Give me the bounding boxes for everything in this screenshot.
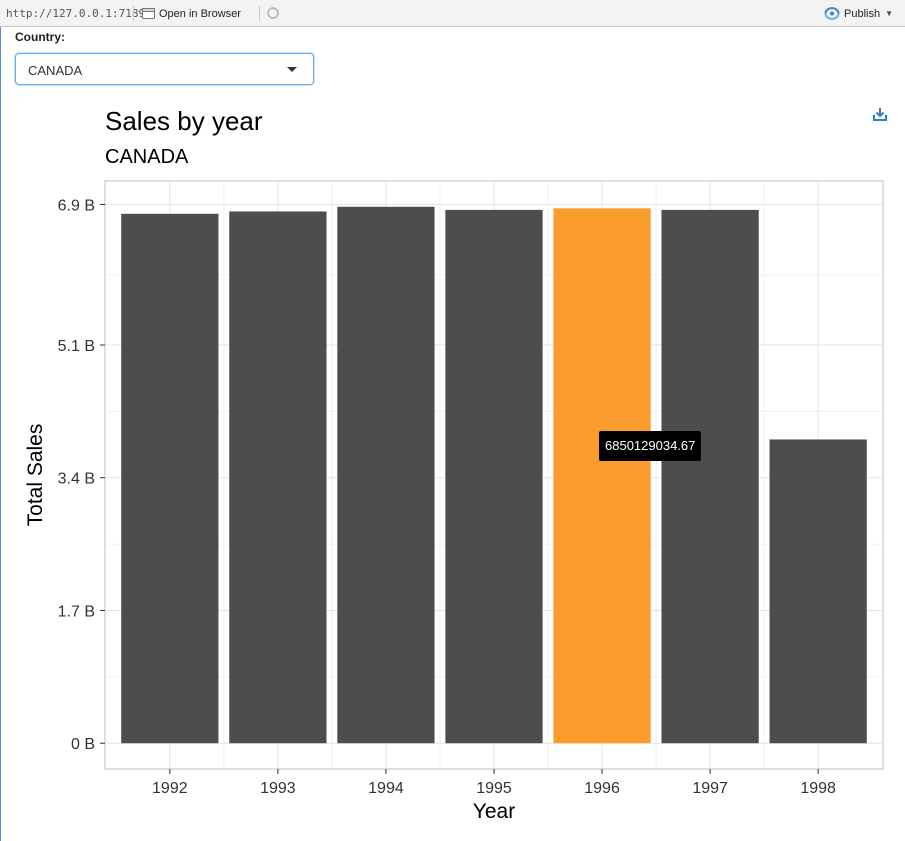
- open-in-browser-label: Open in Browser: [159, 7, 241, 20]
- bar-1994: [337, 206, 435, 744]
- bar-1996: [553, 208, 651, 744]
- bar-1998: [769, 439, 867, 744]
- publish-button[interactable]: Publish ▼: [824, 5, 893, 22]
- y-axis: 0 B 1.7 B 3.4 B 5.1 B 6.9 B: [58, 197, 105, 753]
- publish-dropdown-icon: ▼: [885, 9, 893, 18]
- x-tick-label: 1996: [584, 780, 620, 797]
- x-tick-label: 1993: [260, 780, 296, 797]
- download-plot-button[interactable]: [872, 106, 888, 127]
- publish-icon: [824, 7, 840, 20]
- bar-tooltip: 6850129034.67: [599, 431, 702, 461]
- toolbar-separator: [259, 6, 260, 21]
- refresh-button[interactable]: [266, 6, 280, 25]
- x-tick-label: 1998: [800, 780, 836, 797]
- bar-1997: [661, 209, 759, 744]
- chevron-down-icon: [287, 67, 297, 72]
- y-tick-label: 5.1 B: [58, 338, 95, 355]
- x-tick-label: 1992: [152, 780, 188, 797]
- x-tick-label: 1994: [368, 780, 404, 797]
- x-axis: 1992 1993 1994 1995 1996 1997 1998: [152, 769, 836, 797]
- window-edge: [0, 27, 1, 841]
- y-axis-label: Total Sales: [24, 424, 47, 527]
- bars: [121, 206, 867, 744]
- open-in-browser-icon: [142, 8, 155, 19]
- open-in-browser-button[interactable]: Open in Browser: [142, 5, 241, 22]
- chart-subtitle: CANADA: [105, 146, 189, 168]
- download-icon: [873, 108, 887, 121]
- publish-label: Publish: [844, 7, 881, 20]
- y-tick-label: 3.4 B: [58, 471, 95, 488]
- y-tick-label: 6.9 B: [58, 197, 95, 214]
- bar-1993: [229, 211, 327, 744]
- viewer-toolbar: http://127.0.0.1:7189 Open in Browser Pu…: [0, 0, 905, 27]
- refresh-icon: [267, 7, 279, 19]
- bar-1995: [445, 209, 543, 744]
- y-tick-label: 0 B: [71, 736, 95, 753]
- x-tick-label: 1995: [476, 780, 512, 797]
- chart-title: Sales by year: [105, 106, 263, 136]
- country-label: Country:: [15, 30, 65, 44]
- url-display: http://127.0.0.1:7189: [6, 7, 146, 20]
- x-tick-label: 1997: [692, 780, 728, 797]
- country-select[interactable]: CANADA: [15, 53, 314, 85]
- x-axis-label: Year: [473, 800, 515, 823]
- y-tick-label: 1.7 B: [58, 603, 95, 620]
- toolbar-separator: [133, 6, 134, 21]
- bar-1992: [121, 213, 219, 744]
- country-select-value: CANADA: [28, 63, 83, 78]
